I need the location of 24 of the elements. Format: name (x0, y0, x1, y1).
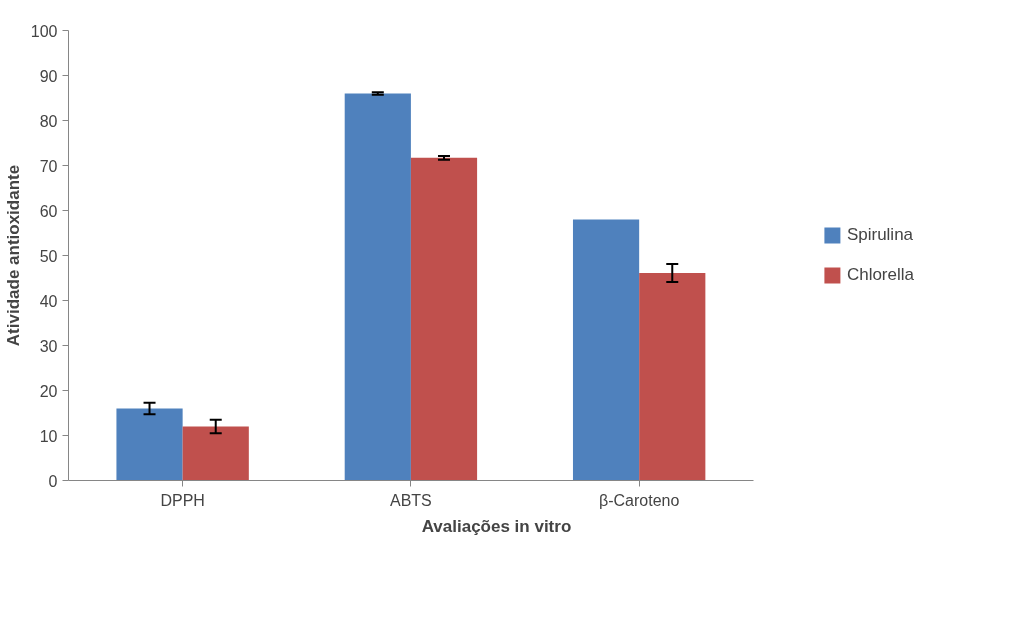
y-tick-label: 10 (39, 427, 58, 445)
x-tick-label: ABTS (390, 491, 432, 509)
y-axis-title: Atividade antioxidante (3, 164, 23, 347)
y-tick-label: 80 (39, 112, 58, 130)
x-tick-label: β-Caroteno (598, 491, 680, 509)
y-tick-label: 100 (30, 22, 58, 40)
y-tick-label: 20 (39, 382, 58, 400)
bar (639, 273, 706, 481)
y-tick-label: 60 (39, 202, 58, 220)
bar (182, 426, 249, 481)
x-axis-title: Avaliações in vitro (421, 516, 572, 536)
y-tick-label: 90 (39, 67, 58, 85)
y-tick-label: 50 (39, 247, 58, 265)
bar (344, 93, 411, 481)
bar (116, 408, 183, 481)
x-tick-label: DPPH (160, 491, 205, 509)
legend-label: Spirulina (846, 225, 914, 245)
y-tick-label: 70 (39, 157, 58, 175)
bar (410, 157, 478, 481)
y-tick-label: 40 (39, 292, 58, 310)
y-tick-label: 0 (48, 472, 58, 490)
legend-label: Chlorella (846, 265, 914, 285)
y-tick-label: 30 (39, 337, 58, 355)
bar (572, 219, 640, 481)
